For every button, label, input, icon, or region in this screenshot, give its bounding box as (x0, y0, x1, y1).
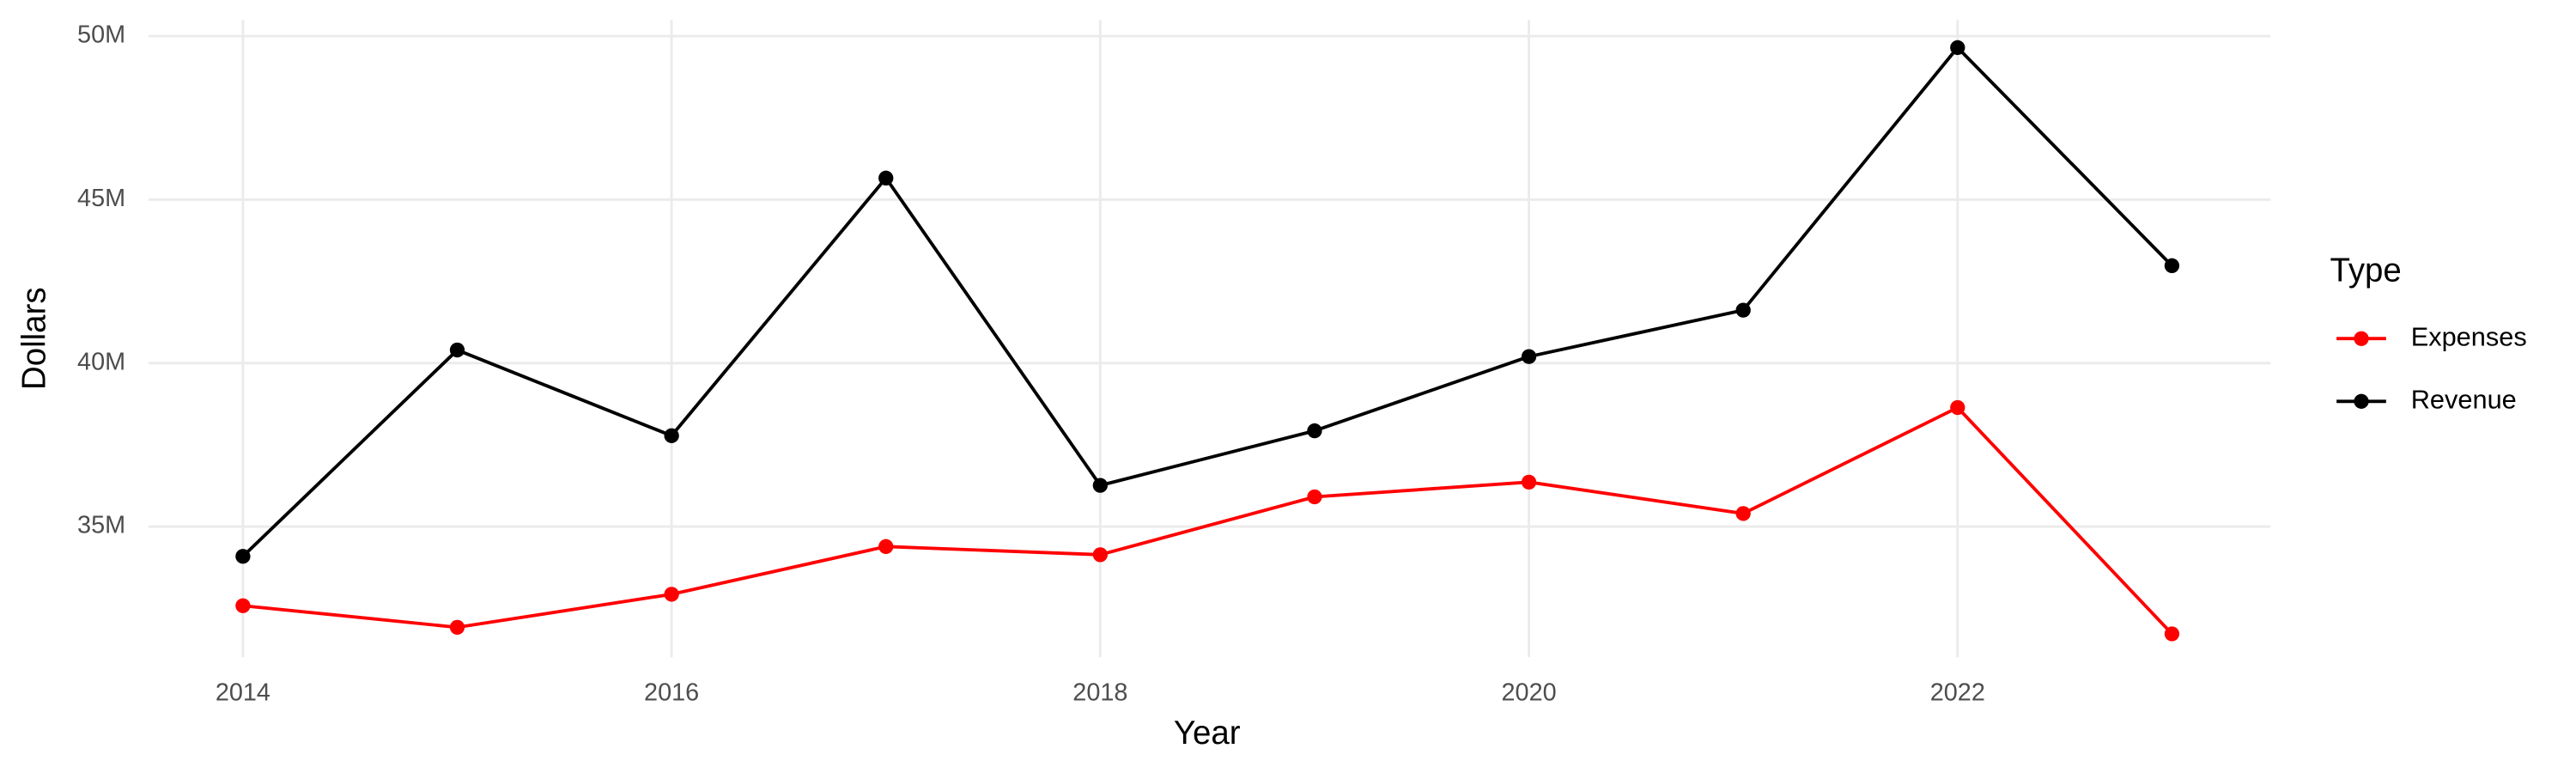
data-point (1521, 349, 1537, 364)
data-point (235, 598, 251, 613)
legend-title: Type (2330, 252, 2401, 289)
data-point (878, 539, 894, 554)
x-tick-label: 2022 (1930, 679, 1985, 706)
data-point (1950, 40, 1965, 56)
data-point (1092, 478, 1109, 493)
series-line (241, 45, 2173, 558)
x-tick-label: 2020 (1502, 679, 1557, 706)
legend-marker (2354, 331, 2369, 346)
data-point (664, 428, 679, 443)
data-point (878, 170, 894, 186)
y-tick-label: 40M (77, 348, 125, 375)
x-tick-label: 2014 (216, 679, 270, 706)
data-point (1307, 489, 1322, 505)
data-point (2164, 258, 2180, 273)
y-axis-title: Dollars (15, 287, 52, 390)
data-point (449, 619, 465, 636)
data-point (2164, 626, 2180, 642)
series-line (242, 405, 2173, 636)
data-point (1950, 399, 1965, 416)
data-point (1735, 506, 1751, 521)
y-tick-label: 35M (77, 512, 125, 539)
data-point (664, 587, 679, 602)
legend-label: Expenses (2411, 321, 2527, 351)
x-axis-title: Year (1174, 715, 1241, 752)
data-point (1307, 423, 1322, 439)
y-tick-label: 50M (77, 21, 125, 49)
data-point (1521, 474, 1537, 490)
data-point (235, 549, 251, 564)
x-tick-label: 2016 (644, 679, 699, 706)
data-point (1735, 302, 1751, 318)
x-tick-label: 2018 (1072, 679, 1127, 706)
y-tick-label: 45M (77, 185, 125, 212)
legend-marker (2354, 393, 2369, 409)
data-point (1092, 547, 1109, 563)
data-point (449, 342, 465, 358)
legend-label: Revenue (2411, 384, 2517, 414)
